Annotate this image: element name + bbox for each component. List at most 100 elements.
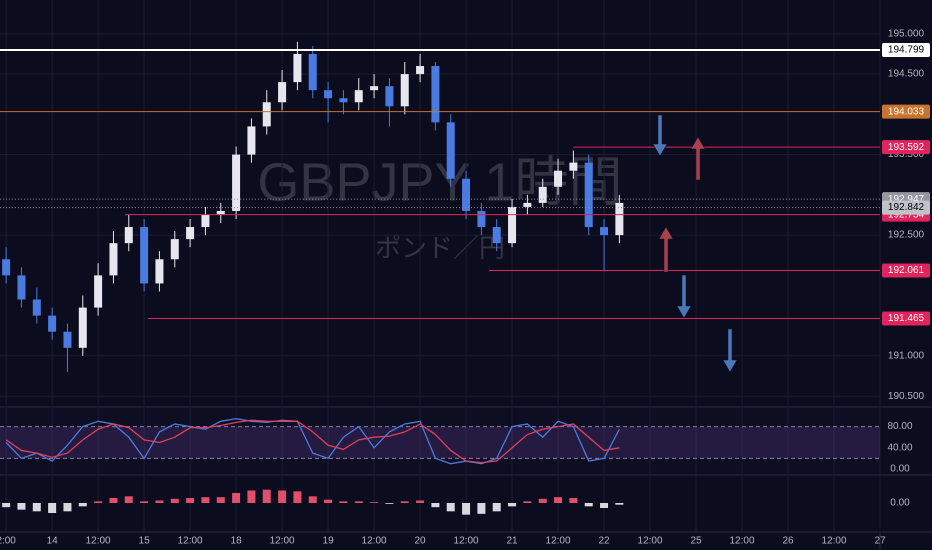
candle-body [462,178,471,211]
macd-bar [477,503,486,514]
candle-body [416,66,425,75]
macd-bar [569,498,578,503]
arrow [722,328,738,373]
macd-bar [354,501,363,503]
candle-body [400,74,409,107]
x-tick-label: 27 [874,536,886,547]
macd-bar [63,503,72,512]
y-tick-label: 0.00 [890,498,910,509]
x-tick-label: 20 [415,536,427,547]
candle-body [94,275,103,308]
watermark-subtitle: ポンド／円 [375,233,505,263]
macd-bar [170,498,179,503]
macd-bar [262,489,271,503]
macd-bar [584,503,593,507]
candle-body [584,162,593,228]
candle-body [431,66,440,123]
macd-bar [538,498,547,503]
y-tick-label: 40.00 [887,442,912,453]
y-tick-label: 80.00 [887,421,912,432]
macd-bar [186,498,195,503]
level-label: 194.033 [888,106,925,117]
x-tick-label: 12:00 [454,536,479,547]
candle-body [186,227,195,240]
candle-body [385,86,394,107]
candle-body [124,227,133,244]
x-tick-label: 12:00 [638,536,663,547]
macd-bar [155,500,164,503]
candle-body [370,86,379,91]
macd-bar [232,493,241,503]
macd-bar [308,496,317,503]
x-tick-label: 14 [47,536,59,547]
macd-bar [109,498,118,503]
candle-body [293,53,302,83]
y-tick-label: 193.500 [888,149,925,160]
candle-body [492,227,501,244]
candle-body [538,186,547,203]
level-label: 191.465 [888,313,925,324]
macd-bar [124,496,133,503]
y-tick-label: 195.000 [888,28,925,39]
macd-bar [416,500,425,503]
level-label: 194.799 [888,45,925,56]
x-tick-label: 26 [782,536,794,547]
macd-bar [293,491,302,503]
candle-body [109,243,118,276]
x-tick-label: 15 [139,536,151,547]
macd-bar [370,502,379,503]
candle-body [170,239,179,260]
macd-bar [508,503,517,507]
candle-body [278,82,287,103]
candle-body [63,331,72,348]
candle-body [615,202,624,236]
candle-body [78,307,87,348]
stochastic-line [5,419,620,464]
x-tick-label: 12:00 [730,536,755,547]
macd-bar [78,503,87,507]
macd-bar [278,490,287,503]
candle-body [32,299,41,316]
level-label-box [882,140,930,155]
candle-body [216,210,225,215]
bid-price-label: 192.842 [888,202,925,213]
x-tick-label: 12:00 [546,536,571,547]
current-price-label: 192.947 [888,194,925,205]
candle-body [324,90,333,99]
candle-body [308,53,317,91]
stochastic-line [5,417,620,465]
candle-body [600,227,609,236]
level-label: 192.754 [888,209,925,220]
x-tick-label: 22 [598,536,610,547]
macd-bar [600,503,609,508]
x-tick-label: 12:00 [270,536,295,547]
x-tick-label: 18 [231,536,243,547]
level-label: 192.061 [888,265,925,276]
macd-bar [462,503,471,515]
macd-bar [140,501,149,503]
x-tick-label: 12:00 [362,536,387,547]
candle-body [48,315,57,332]
candle-body [262,102,271,127]
bid-price-label-box [882,200,930,215]
candle-body [247,126,256,155]
x-tick-label: 2:00 [0,536,16,547]
candle-body [339,98,348,103]
macd-bar [446,503,455,512]
macd-bar [2,503,11,508]
macd-bar [324,499,333,503]
candle-body [523,202,532,207]
macd-bar [48,503,57,513]
candle-body [354,90,363,103]
macd-bar [400,501,409,503]
candle-body [232,154,241,211]
macd-bar [32,503,41,512]
candle-body [201,214,210,228]
macd-bar [431,503,440,508]
macd-bar [216,497,225,503]
x-tick-label: 19 [323,536,335,547]
macd-bar [523,501,532,503]
candle-body [446,122,455,179]
level-label-box [882,311,930,326]
